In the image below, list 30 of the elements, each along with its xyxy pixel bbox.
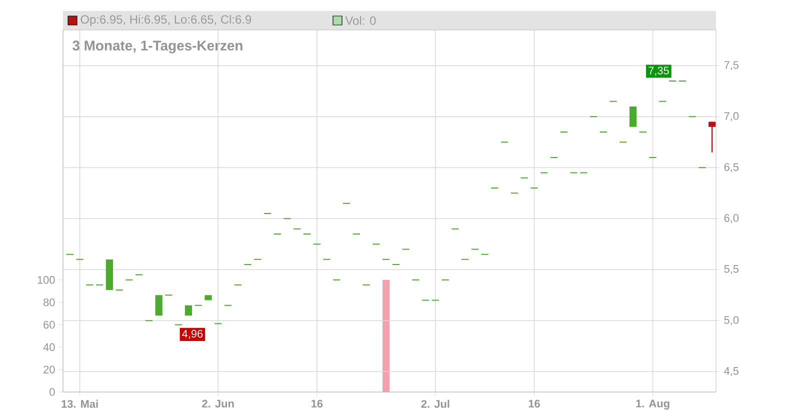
candlestick xyxy=(106,259,113,290)
y2-tick-label: 80 xyxy=(44,298,55,306)
candlestick xyxy=(204,295,212,300)
y2-tick-label: 0 xyxy=(50,388,55,396)
x-tick-label: 16 xyxy=(528,400,540,408)
y-tick-label: 4,5 xyxy=(724,367,739,376)
candlestick xyxy=(155,295,162,316)
x-tick-label: 2. Jul xyxy=(421,400,450,408)
y2-tick-label: 40 xyxy=(43,343,55,352)
x-tick-label: 16 xyxy=(311,400,323,408)
annotation: 4,96 xyxy=(182,330,203,339)
text: Vol: 0 xyxy=(345,16,376,25)
y2-tick-label: 60 xyxy=(44,320,55,329)
y-tick-label: 6,5 xyxy=(724,163,739,172)
y-tick-label: 7,5 xyxy=(724,61,739,70)
y-tick-label: 5,0 xyxy=(724,316,739,326)
x-tick-label: 1. Aug xyxy=(636,400,670,410)
y2-tick-label: 100 xyxy=(38,276,55,284)
annotation: 7,35 xyxy=(648,66,669,76)
x-tick-label: 13. Mai xyxy=(62,400,98,408)
text: Op:6.95, Hi:6.95, Lo:6.65, Cl:6.9 xyxy=(80,14,252,26)
candlestick xyxy=(629,106,637,127)
y2-tick-label: 20 xyxy=(44,366,55,374)
text: 3 Monate, 1-Tages-Kerzen xyxy=(72,40,242,54)
y-tick-label: 5,5 xyxy=(724,265,739,274)
y-tick-label: 7,0 xyxy=(724,112,739,122)
candlestick xyxy=(708,121,716,153)
candlestick xyxy=(184,305,192,316)
x-tick-label: 2. Jun xyxy=(202,400,234,408)
y-tick-label: 6,0 xyxy=(724,214,739,224)
